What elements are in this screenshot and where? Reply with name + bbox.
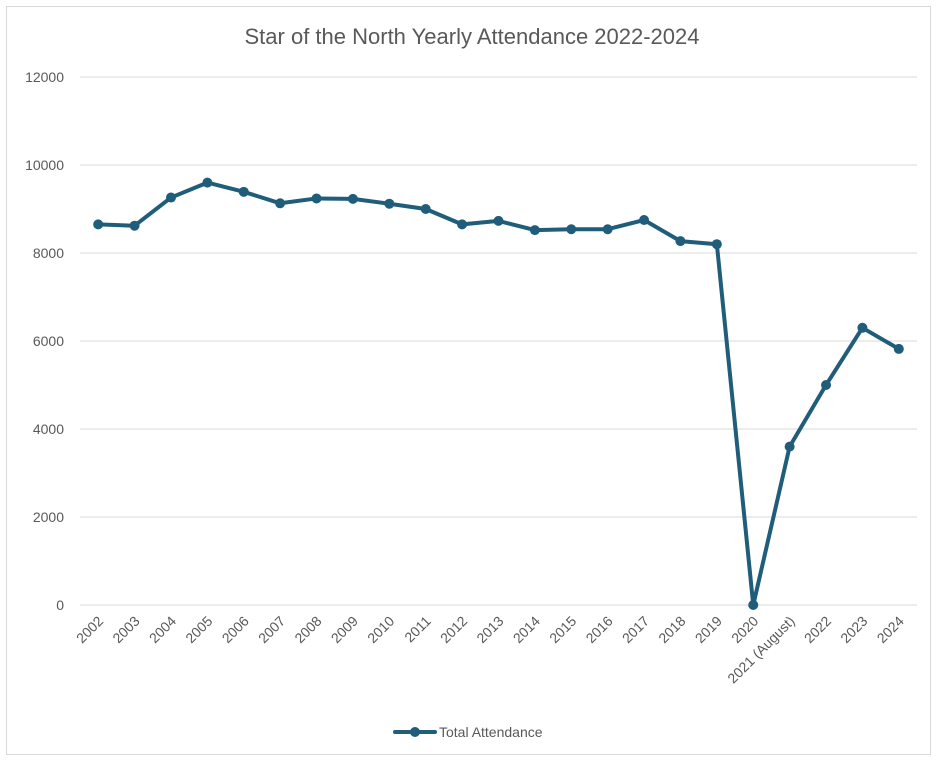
data-point xyxy=(420,204,431,214)
x-tick-label: 2011 xyxy=(401,613,434,646)
x-tick-label: 2014 xyxy=(510,613,543,646)
x-tick-label: 2006 xyxy=(219,613,252,646)
y-tick-label: 0 xyxy=(56,597,64,613)
chart-frame xyxy=(6,6,931,755)
data-point xyxy=(311,193,322,204)
data-point xyxy=(675,236,686,247)
data-point xyxy=(602,224,613,235)
y-tick-label: 8000 xyxy=(33,245,64,261)
data-point xyxy=(493,215,504,226)
y-tick-label: 10000 xyxy=(25,157,64,173)
x-tick-label: 2013 xyxy=(473,613,506,646)
y-tick-label: 6000 xyxy=(33,333,64,349)
data-point xyxy=(238,186,249,197)
series-line xyxy=(96,180,901,607)
x-tick-label: 2008 xyxy=(291,613,324,646)
x-tick-label: 2017 xyxy=(619,613,652,646)
legend: Total Attendance xyxy=(393,724,543,740)
y-tick-label: 2000 xyxy=(33,509,64,525)
x-tick-label: 2004 xyxy=(146,613,179,646)
data-point xyxy=(384,198,395,209)
series-group xyxy=(93,177,904,610)
y-tick-label: 12000 xyxy=(25,69,64,85)
data-point xyxy=(748,600,759,610)
x-tick-label: 2019 xyxy=(692,613,725,646)
y-tick-label: 4000 xyxy=(33,421,64,437)
x-tick-label: 2005 xyxy=(182,613,215,646)
data-point xyxy=(566,224,577,235)
x-axis: 2002 2003 2004 2005 2006 2007 2008 2009 2010 2011… xyxy=(73,613,907,687)
x-tick-label: 2022 xyxy=(801,613,834,646)
x-tick-label: 2018 xyxy=(655,613,688,646)
x-tick-label: 2020 xyxy=(728,613,761,646)
y-axis: 0 2000 4000 6000 8000 10000 12000 xyxy=(25,69,64,613)
data-point xyxy=(821,380,832,390)
data-point xyxy=(784,441,795,452)
data-point xyxy=(275,198,286,209)
gridlines xyxy=(80,76,917,606)
data-point xyxy=(165,192,176,203)
data-point xyxy=(202,177,213,188)
x-tick-label: 2024 xyxy=(874,613,907,646)
data-point xyxy=(893,343,904,354)
legend-marker xyxy=(410,727,420,737)
x-tick-label: 2016 xyxy=(582,613,615,646)
data-point xyxy=(639,215,650,225)
chart-title: Star of the North Yearly Attendance 2022… xyxy=(245,24,700,49)
x-tick-label: 2002 xyxy=(73,613,106,646)
data-point xyxy=(711,239,722,250)
data-point xyxy=(129,220,140,231)
legend-label: Total Attendance xyxy=(439,724,543,740)
data-point xyxy=(93,219,104,230)
x-tick-label: 2012 xyxy=(437,613,470,646)
x-tick-label: 2023 xyxy=(837,613,870,646)
x-tick-label: 2010 xyxy=(364,613,397,646)
x-tick-label: 2003 xyxy=(109,613,142,646)
data-point xyxy=(347,193,358,204)
x-tick-label: 2007 xyxy=(255,613,288,646)
x-tick-label: 2009 xyxy=(328,613,361,646)
data-point xyxy=(529,225,540,236)
x-tick-label: 2015 xyxy=(546,613,579,646)
data-point xyxy=(457,219,468,230)
data-point xyxy=(857,322,868,333)
